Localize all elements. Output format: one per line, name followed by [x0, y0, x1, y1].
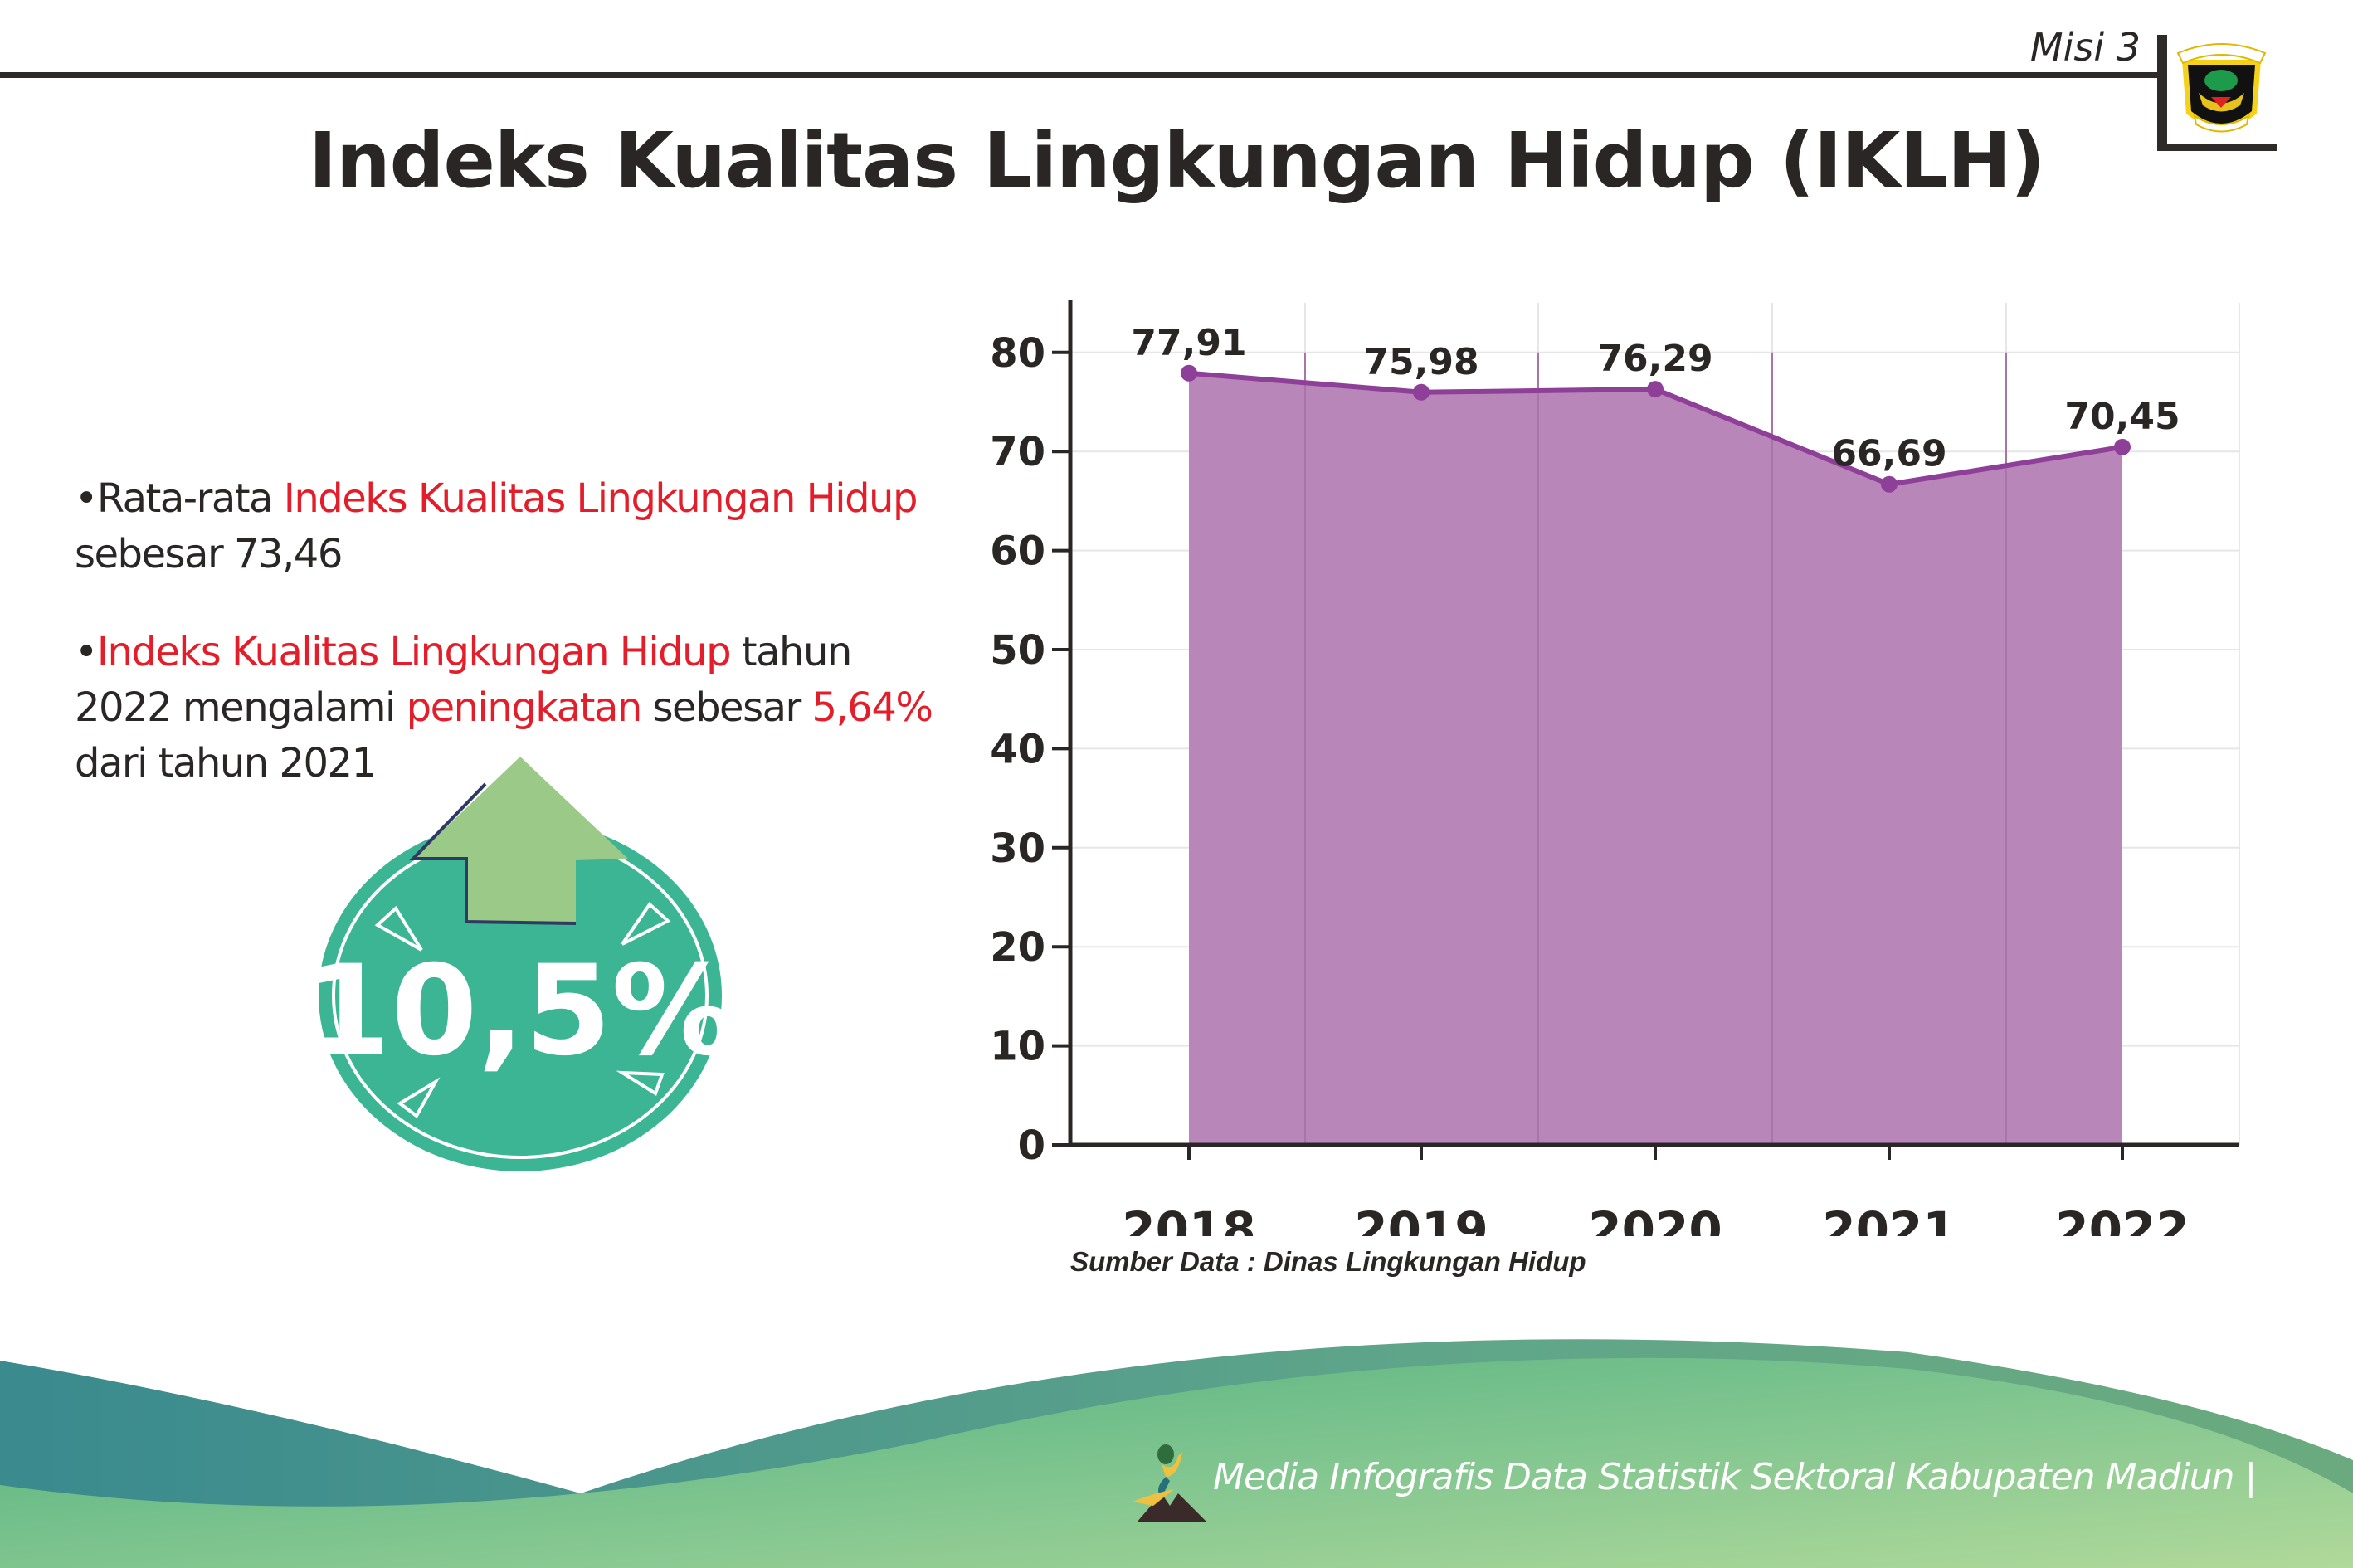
bullet-dot: •	[75, 475, 98, 522]
bullet-increase: •Indeks Kualitas Lingkungan Hidup tahun …	[75, 625, 946, 791]
x-tick-label: 2020	[1588, 1201, 1722, 1236]
y-tick-label: 20	[990, 924, 1045, 971]
x-tick-label: 2021	[1822, 1201, 1956, 1236]
y-tick-label: 70	[990, 429, 1045, 475]
data-point	[1181, 364, 1197, 382]
y-tick-label: 30	[990, 825, 1045, 872]
sparkle-icon	[374, 901, 671, 1118]
data-label: 66,69	[1831, 433, 1946, 475]
bullet-dot: •	[75, 629, 98, 675]
bullet-text: tahun 2022 mengalami	[75, 629, 852, 731]
y-tick-label: 0	[1018, 1122, 1045, 1169]
statistik-logo-icon	[1133, 1444, 1207, 1522]
data-label: 76,29	[1597, 338, 1712, 380]
y-tick-label: 40	[990, 726, 1045, 772]
data-point	[2114, 438, 2131, 455]
iklh-area-chart: 0 10 20 30 40 50 60 70 80 77,91 2018 75,98 2019 76,29…	[990, 300, 2240, 1236]
bullet-text: sebesar 73,46	[75, 531, 343, 577]
data-label: 77,91	[1131, 322, 1246, 364]
data-source: Sumber Data : Dinas Lingkungan Hidup	[1070, 1246, 1586, 1277]
y-tick-label: 50	[990, 627, 1045, 674]
highlight-text: Indeks Kualitas Lingkungan Hidup	[96, 629, 732, 675]
y-tick-label: 80	[990, 330, 1045, 377]
x-tick-label: 2019	[1354, 1201, 1488, 1236]
series-area	[1189, 373, 2122, 1145]
header-rule	[0, 72, 2164, 78]
bullet-average: •Rata-rata Indeks Kualitas Lingkungan Hi…	[75, 471, 946, 582]
bullet-text: Rata-rata	[96, 475, 284, 522]
increase-badge: 10,5%	[307, 757, 736, 1171]
y-tick-label: 60	[990, 528, 1045, 575]
badge-circle	[319, 820, 722, 1171]
arrow-up-icon	[409, 757, 628, 925]
section-label: Misi 3	[2029, 25, 2141, 70]
highlight-text: 5,64%	[811, 684, 933, 731]
kabupaten-madiun-emblem-icon	[2176, 43, 2267, 133]
data-point	[1881, 475, 1898, 493]
badge-value: 10,5%	[307, 939, 736, 1083]
data-label: 70,45	[2064, 396, 2180, 438]
highlight-text: peningkatan	[406, 684, 643, 731]
header-bracket	[2157, 35, 2167, 151]
bullet-text: dari tahun 2021	[75, 740, 377, 786]
x-tick-label: 2018	[1122, 1201, 1255, 1236]
header-bracket-base	[2157, 144, 2277, 151]
footer-caption: Media Infografis Data Statistik Sektoral…	[1213, 1456, 2257, 1498]
data-point	[1647, 381, 1664, 398]
bullet-text: sebesar	[641, 684, 812, 731]
data-point	[1413, 383, 1430, 401]
page-title: Indeks Kualitas Lingkungan Hidup (IKLH)	[308, 116, 2045, 205]
highlight-text: Indeks Kualitas Lingkungan Hidup	[283, 475, 918, 522]
data-label: 75,98	[1363, 341, 1479, 383]
y-tick-label: 10	[990, 1024, 1045, 1070]
x-tick-label: 2022	[2055, 1201, 2189, 1236]
